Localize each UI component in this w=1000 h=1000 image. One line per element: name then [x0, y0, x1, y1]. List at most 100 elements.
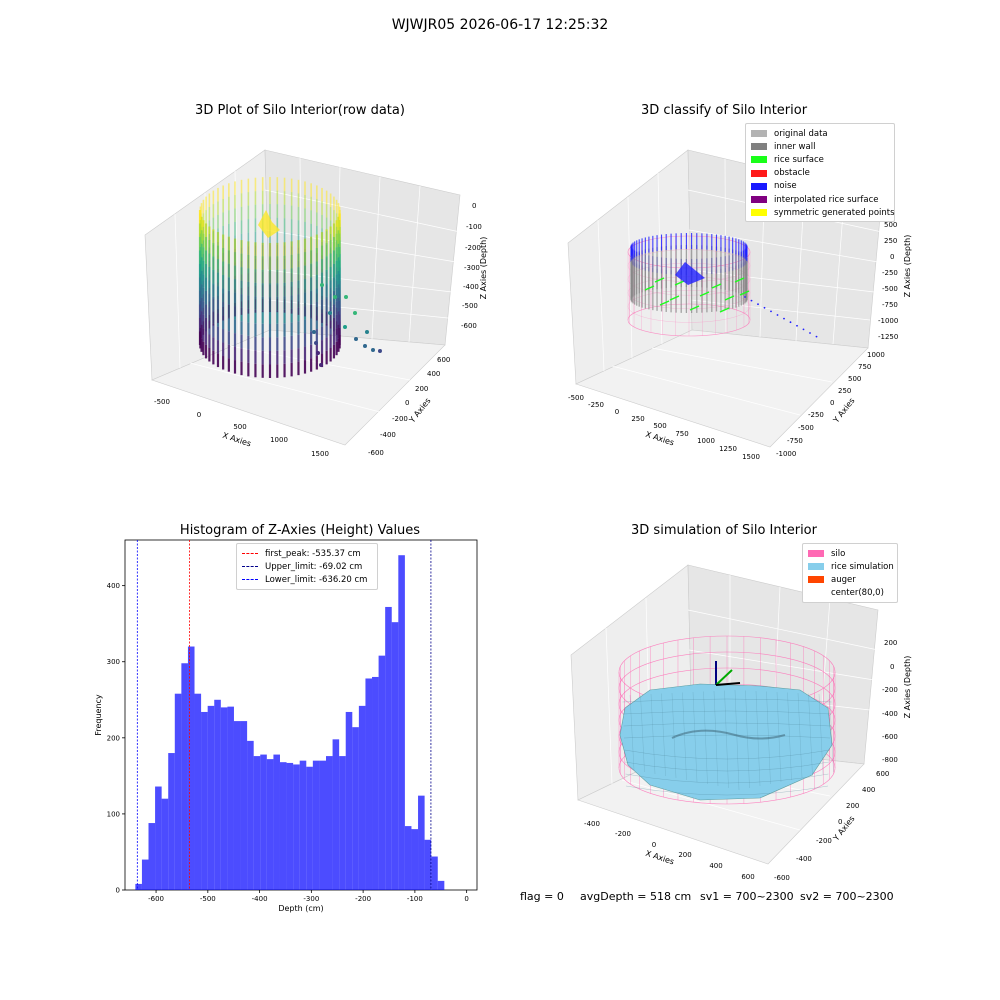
rice-mesh-line [624, 749, 830, 760]
footer-sv1: sv1 = 700~2300 [700, 890, 794, 903]
noise-cluster [675, 262, 705, 285]
noise-point [757, 303, 759, 306]
raw-y-tick: 400 [427, 370, 440, 378]
histogram-bar [437, 880, 445, 890]
simulation-y-tick: 200 [846, 802, 859, 810]
classify-y-tick: 750 [858, 363, 871, 371]
histogram-legend: first_peak: -535.37 cm Upper_limit: -69.… [236, 543, 378, 590]
histogram-bar [220, 707, 228, 890]
legend-entry-center: center(80,0) [808, 587, 892, 600]
classify-z-tick: -1250 [878, 333, 898, 341]
raw-outlier-points [312, 283, 382, 367]
auger-base [715, 682, 741, 686]
classify-z-tick: -250 [882, 269, 898, 277]
raw-outlier-point [319, 363, 323, 367]
simulation-z-tick: -400 [882, 710, 898, 718]
histogram-bar [339, 756, 346, 890]
rice-mesh-line [625, 785, 829, 796]
histogram-bar [253, 756, 261, 890]
histogram-bar [233, 721, 241, 890]
rice-surface-stroke [689, 305, 700, 311]
simulation-y-tick: 600 [876, 770, 889, 778]
figure-title: WJWJR05 2026-06-17 12:25:32 [391, 17, 609, 33]
classify-y-ticks: -1000 -750 -500 -250 0 250 500 750 1000 [776, 351, 885, 458]
histogram-bar [385, 606, 392, 890]
raw-z-tick: -600 [461, 322, 477, 330]
classify-x-tick: 0 [615, 408, 619, 416]
noise-point [809, 332, 811, 334]
simulation-x-tick: -200 [615, 830, 631, 838]
simulation-y-label: Y Axies [831, 814, 857, 843]
raw-outlier-point [353, 311, 357, 315]
histogram-x-label: Depth (cm) [278, 904, 323, 913]
rice-mesh-line [724, 690, 729, 789]
legend-entry-inner-wall: inner wall [751, 140, 889, 153]
classify-x-tick: -250 [588, 401, 604, 409]
histogram-bar [155, 786, 162, 890]
histogram-bar [398, 555, 405, 890]
histogram-bar [424, 839, 432, 890]
rice-mesh-line [625, 773, 829, 784]
simulation-y-tick: -600 [774, 874, 790, 882]
histogram-bar [148, 823, 156, 890]
footer-sv2: sv2 = 700~2300 [800, 890, 894, 903]
rice-mesh-line [818, 693, 824, 775]
raw-outlier-point [312, 330, 316, 334]
classify-x-tick: 750 [675, 430, 688, 438]
legend-dash [242, 566, 258, 568]
legend-swatch [751, 130, 767, 138]
raw-plot-title: 3D Plot of Silo Interior(row data) [195, 103, 405, 118]
histogram-bar [418, 795, 425, 890]
legend-dash [242, 579, 258, 581]
legend-entry-first-peak: first_peak: -535.37 cm [242, 547, 372, 560]
noise-point [796, 324, 798, 327]
raw-z-tick: -300 [464, 264, 480, 272]
rice-surface-stroke [734, 277, 745, 283]
histogram-bar [391, 622, 399, 890]
rice-mesh-line [829, 694, 834, 773]
rice-surface-stroke [724, 295, 735, 301]
classify-z-tick: 500 [884, 221, 897, 229]
rice-surface-stroke [719, 307, 730, 313]
classify-z-label: Z Axies (Depth) [903, 235, 912, 298]
noise-point [750, 299, 753, 302]
classify-y-tick: -1000 [776, 450, 796, 458]
histogram-bar [279, 762, 287, 890]
raw-z-tick: -200 [465, 244, 481, 252]
histogram-bar [201, 711, 208, 890]
classify-legend: original data inner wall rice surface ob… [745, 123, 895, 223]
simulation-x-ticks: -400 -200 0 200 400 600 [584, 820, 755, 881]
classify-y-tick: -750 [787, 437, 803, 445]
histogram-x-ticks: -600 -500 -400 -300 -200 -100 0 [148, 890, 469, 903]
raw-y-tick: -400 [380, 431, 396, 439]
noise-point [815, 335, 818, 338]
raw-y-tick: -200 [392, 415, 408, 423]
legend-swatch [751, 209, 767, 217]
raw-outlier-point [363, 344, 367, 348]
histogram-bar [306, 766, 313, 890]
histogram-bar [273, 754, 280, 890]
rice-mesh-line [671, 692, 677, 779]
rice-mesh-line [650, 693, 656, 775]
classify-y-tick: -500 [798, 424, 814, 432]
classify-z-tick: 0 [890, 253, 894, 261]
classify-x-tick: 250 [631, 415, 644, 423]
noise-point [744, 296, 746, 298]
histogram-x-tick: -300 [303, 895, 319, 903]
footer-flag: flag = 0 [520, 890, 564, 903]
histogram-x-tick: -500 [200, 895, 216, 903]
rice-surface-crease [671, 729, 786, 740]
footer-avg-depth: avgDepth = 518 cm [580, 890, 692, 903]
histogram-bar [332, 739, 340, 890]
histogram-bar [260, 754, 267, 890]
simulation-y-tick: 400 [862, 786, 875, 794]
classify-x-tick: -500 [568, 394, 584, 402]
rice-simulation-surface [619, 683, 834, 801]
legend-entry-silo: silo [808, 547, 892, 560]
legend-swatch [808, 576, 824, 584]
histogram-bar [365, 678, 373, 890]
rice-mesh-line [692, 691, 698, 783]
classify-y-tick: 500 [848, 375, 861, 383]
classify-z-tick: -500 [882, 285, 898, 293]
